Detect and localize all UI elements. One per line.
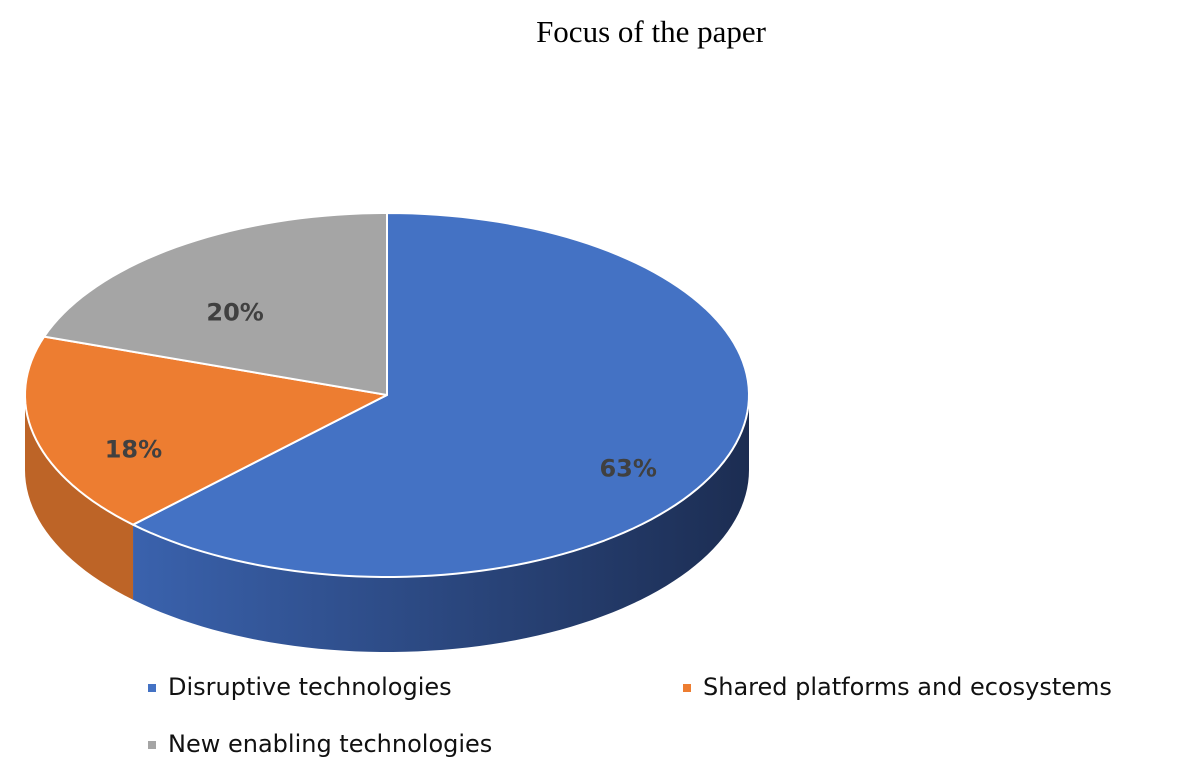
slice <box>24 335 388 526</box>
legend-swatch <box>148 741 156 749</box>
pie: 63% 18% 20% <box>24 212 750 652</box>
slice-side <box>133 395 749 652</box>
slice-side <box>25 395 134 600</box>
slice <box>132 212 750 578</box>
data-label: 18% <box>105 435 162 463</box>
legend: Disruptive technologies Shared platforms … <box>148 673 1112 758</box>
legend-label: Shared platforms and ecosystems <box>703 673 1112 701</box>
legend-label: Disruptive technologies <box>168 673 452 701</box>
slice <box>43 212 388 396</box>
data-label: 20% <box>206 299 263 327</box>
legend-swatch <box>148 684 156 692</box>
chart-title: Focus of the paper <box>536 14 767 49</box>
legend-swatch <box>683 684 691 692</box>
legend-label: New enabling technologies <box>168 730 492 758</box>
data-label: 63% <box>599 455 656 483</box>
